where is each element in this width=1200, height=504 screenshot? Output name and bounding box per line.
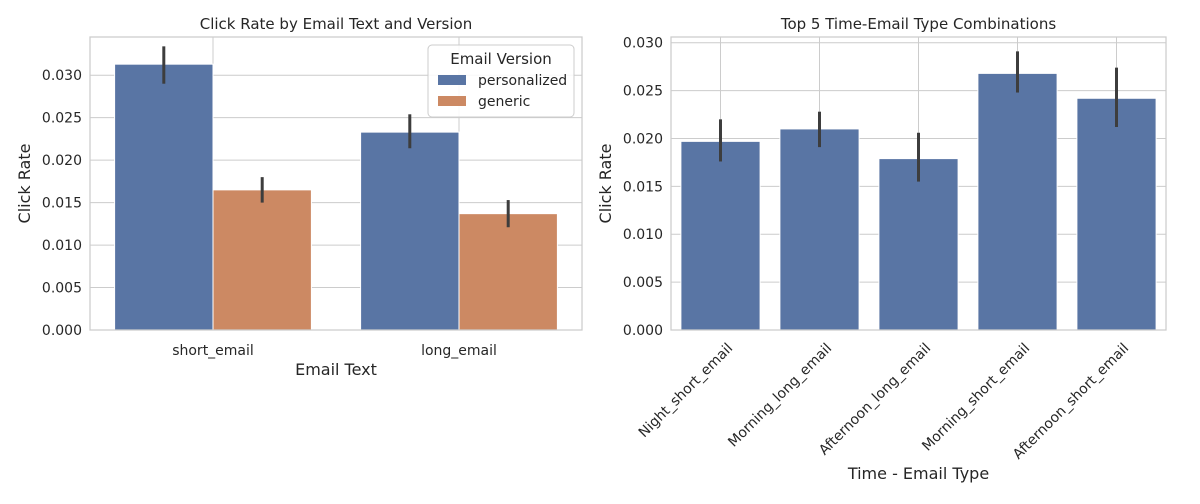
bar [1076, 97, 1157, 331]
y-tick-label: 0.015 [623, 179, 663, 195]
y-tick-label: 0.000 [42, 323, 82, 339]
y-tick-label: 0.025 [623, 84, 663, 100]
y-axis-label: Click Rate [15, 144, 34, 224]
x-axis-label: Time - Email Type [847, 464, 989, 483]
bar [360, 131, 460, 331]
x-tick-label: long_email [421, 343, 497, 359]
y-tick-label: 0.020 [42, 153, 82, 169]
chart-panel-2: 0.000 0.005 0.010 0.015 0.020 0.025 0.030 Night… [596, 15, 1167, 483]
bar [977, 72, 1058, 331]
y-tick-label: 0.015 [42, 196, 82, 212]
legend-swatch [438, 96, 466, 106]
x-tick-label: Afternoon_short_email [1010, 340, 1132, 462]
legend-swatch [438, 75, 466, 85]
y-tick-label: 0.020 [623, 131, 663, 147]
x-tick-label: Morning_long_email [725, 340, 835, 450]
axes-frame [89, 36, 583, 331]
y-tick-label: 0.010 [42, 238, 82, 254]
y-tick-label: 0.030 [42, 68, 82, 84]
y-axis-label: Click Rate [596, 144, 615, 224]
y-tick-label: 0.005 [623, 275, 663, 291]
x-tick-label: Morning_short_email [919, 340, 1033, 454]
bar [680, 140, 761, 331]
x-tick-label: Afternoon_long_email [816, 340, 934, 458]
x-axis-label: Email Text [295, 360, 377, 379]
bar [212, 189, 312, 331]
y-tick-label: 0.025 [42, 111, 82, 127]
legend-label: personalized [478, 73, 567, 89]
legend-label: generic [478, 94, 530, 110]
legend-title: Email Version [450, 50, 552, 68]
y-tick-label: 0.030 [623, 36, 663, 52]
chart-panel-1: 0.000 0.005 0.010 0.015 0.020 0.025 0.030 short… [15, 15, 583, 379]
bar [114, 63, 214, 331]
chart-title: Click Rate by Email Text and Version [200, 15, 472, 33]
y-tick-label: 0.000 [623, 323, 663, 339]
bar [878, 158, 959, 331]
x-tick-label: short_email [172, 343, 254, 359]
legend: Email Version personalized generic [427, 44, 575, 118]
y-tick-label: 0.010 [623, 227, 663, 243]
chart-title: Top 5 Time-Email Type Combinations [780, 15, 1057, 33]
bar [458, 213, 558, 331]
bar [779, 128, 860, 331]
x-tick-label: Night_short_email [636, 340, 737, 441]
y-tick-label: 0.005 [42, 281, 82, 297]
axes-frame [670, 36, 1167, 331]
